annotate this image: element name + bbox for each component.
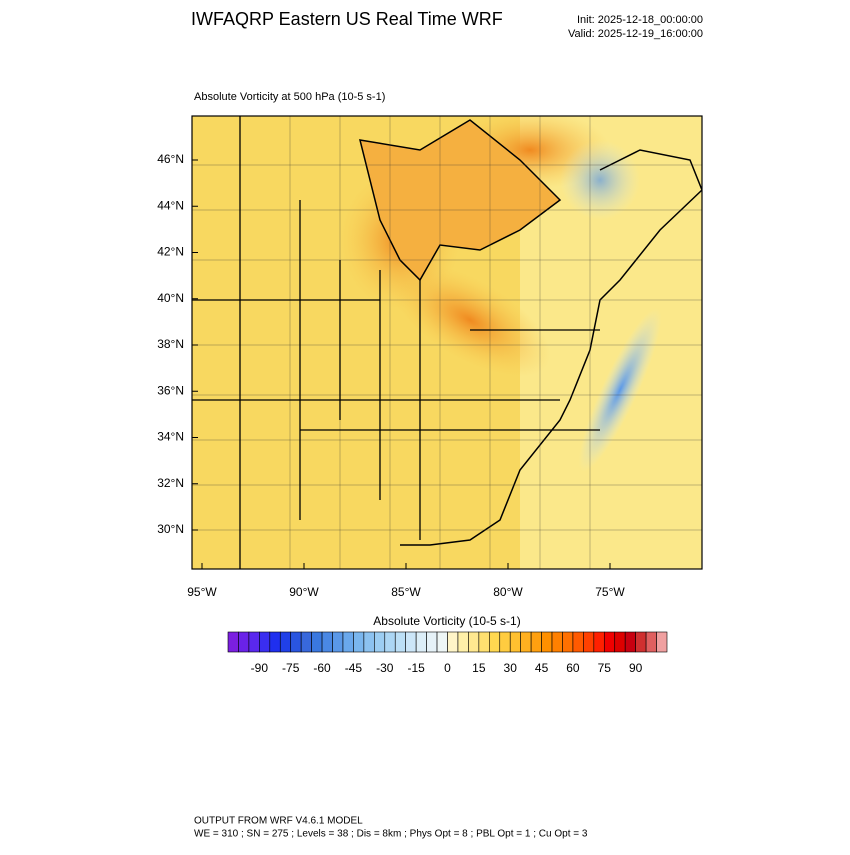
lon-label: 85°W — [391, 585, 421, 599]
lat-label: 30°N — [157, 522, 184, 536]
colorbar-label: -60 — [313, 661, 331, 675]
lat-label: 34°N — [157, 430, 184, 444]
colorbar-swatch — [300, 631, 312, 653]
colorbar-swatch — [541, 631, 553, 653]
colorbar-swatch — [583, 631, 595, 653]
colorbar-label: 45 — [535, 661, 549, 675]
colorbar-swatch — [478, 631, 490, 653]
colorbar-swatch — [394, 631, 406, 653]
colorbar-swatch — [509, 631, 521, 653]
colorbar-swatch — [656, 631, 668, 653]
lon-label: 75°W — [595, 585, 625, 599]
colorbar-swatch — [499, 631, 511, 653]
colorbar-label: -75 — [282, 661, 300, 675]
colorbar-label: 30 — [504, 661, 518, 675]
colorbar-swatch — [426, 631, 438, 653]
colorbar-swatch — [415, 631, 427, 653]
colorbar-swatch — [269, 631, 281, 653]
colorbar-label: 15 — [472, 661, 486, 675]
map-subtitle: Absolute Vorticity at 500 hPa (10-5 s-1) — [194, 91, 385, 103]
colorbar-label: 75 — [598, 661, 612, 675]
colorbar-swatch — [562, 631, 574, 653]
valid-time: Valid: 2025-12-19_16:00:00 — [568, 28, 703, 40]
colorbar-swatch — [645, 631, 657, 653]
colorbar-swatch — [530, 631, 542, 653]
lat-label: 36°N — [157, 383, 184, 397]
colorbar-swatch — [489, 631, 501, 653]
colorbar-swatch — [353, 631, 365, 653]
colorbar-swatch — [447, 631, 459, 653]
colorbar-swatch — [457, 631, 469, 653]
lat-label: 40°N — [157, 291, 184, 305]
colorbar-swatch — [363, 631, 375, 653]
lat-label: 46°N — [157, 152, 184, 166]
colorbar-swatch — [624, 631, 636, 653]
colorbar-label: 0 — [444, 661, 451, 675]
colorbar-label: -30 — [376, 661, 394, 675]
colorbar-swatch — [311, 631, 323, 653]
colorbar-swatch — [635, 631, 647, 653]
colorbar-swatch — [259, 631, 271, 653]
colorbar-swatch — [279, 631, 292, 653]
colorbar-swatch — [374, 631, 386, 653]
lon-label: 95°W — [187, 585, 217, 599]
colorbar-swatch — [248, 631, 260, 653]
colorbar-swatch — [238, 631, 250, 653]
lat-label: 38°N — [157, 337, 184, 351]
title: IWFAQRP Eastern US Real Time WRF — [191, 9, 503, 29]
colorbar-swatch — [551, 631, 563, 653]
colorbar-swatch — [321, 631, 333, 653]
colorbar-swatch — [572, 631, 584, 653]
colorbar-swatch — [436, 631, 448, 653]
init-time: Init: 2025-12-18_00:00:00 — [577, 14, 703, 26]
lat-label: 32°N — [157, 476, 184, 490]
colorbar-swatch — [290, 631, 302, 653]
colorbar-swatch — [384, 631, 396, 653]
colorbar-swatch — [342, 631, 354, 653]
colorbar-label: -15 — [407, 661, 425, 675]
map-field — [192, 116, 702, 569]
colorbar-swatch — [520, 631, 532, 653]
colorbar-swatch — [332, 631, 344, 653]
lon-label: 80°W — [493, 585, 523, 599]
colorbar-label: -45 — [345, 661, 363, 675]
lat-label: 42°N — [157, 245, 184, 259]
colorbar-swatch — [468, 631, 480, 653]
colorbar-label: 60 — [566, 661, 580, 675]
colorbar-swatch — [593, 631, 605, 653]
map-frame — [191, 115, 703, 570]
colorbar-swatch — [405, 631, 417, 653]
colorbar-swatch — [227, 631, 239, 653]
lon-label: 90°W — [289, 585, 319, 599]
colorbar-title: Absolute Vorticity (10-5 s-1) — [373, 614, 520, 628]
colorbar-swatch — [614, 631, 626, 653]
colorbar-swatch — [603, 631, 616, 653]
lat-label: 44°N — [157, 198, 184, 212]
colorbar-label: 90 — [629, 661, 643, 675]
footer-line: WE = 310 ; SN = 275 ; Levels = 38 ; Dis … — [194, 829, 588, 840]
footer-line: OUTPUT FROM WRF V4.6.1 MODEL — [194, 816, 363, 827]
colorbar-label: -90 — [251, 661, 269, 675]
